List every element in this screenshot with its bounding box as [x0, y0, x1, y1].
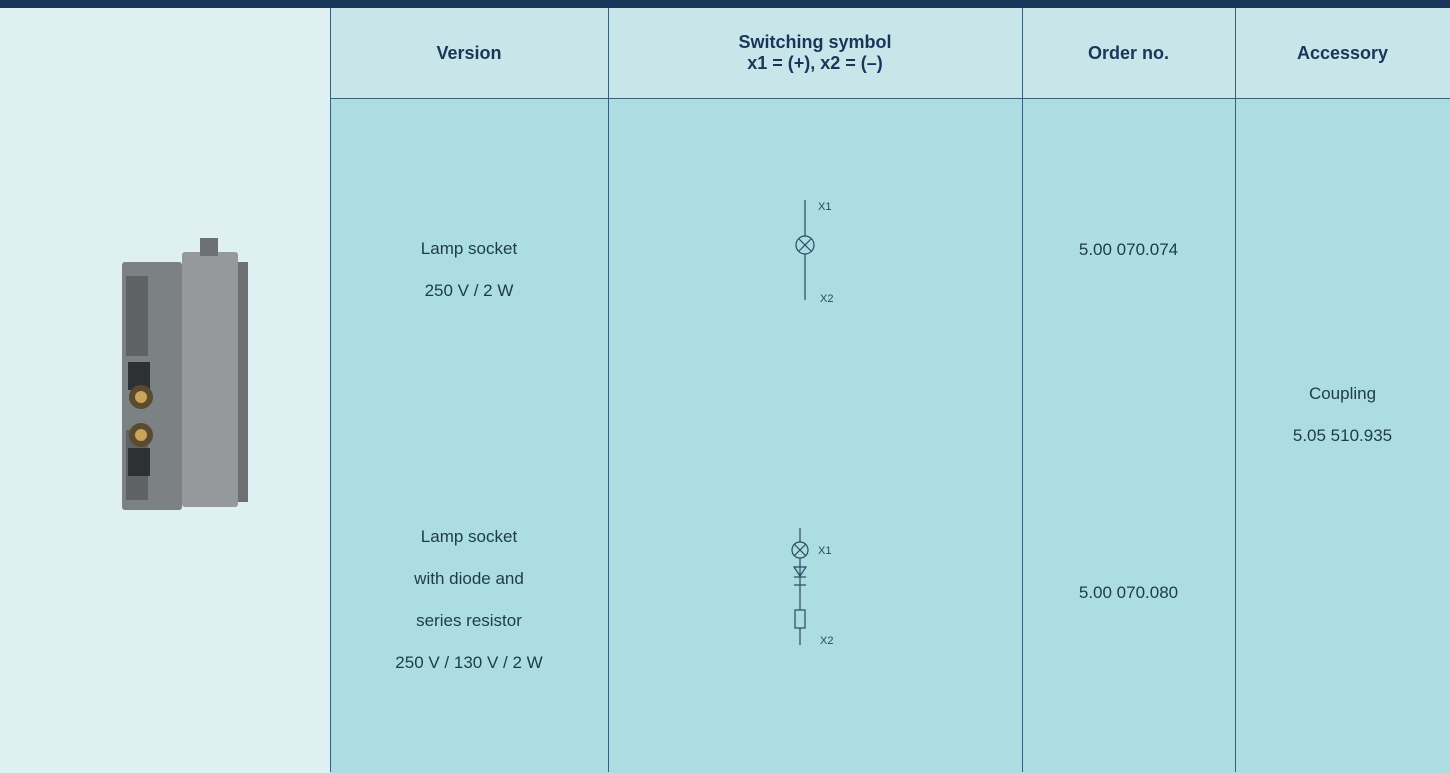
header-row [330, 8, 1450, 98]
header-cell: Accessory [1235, 8, 1450, 98]
table-body [330, 98, 1450, 773]
header-cell: Order no. [1022, 8, 1235, 98]
header-cell: Switching symbol x1 = (+), x2 = (–) [608, 8, 1022, 98]
symbol-label: X2 [820, 293, 833, 305]
col-divider [330, 8, 331, 772]
accessory-cell: Coupling 5.05 510.935 [1235, 370, 1450, 460]
accessory-line: Coupling [1308, 384, 1377, 403]
header-title: Accessory [1296, 42, 1389, 63]
version-line: 250 V / 130 V / 2 W [395, 653, 543, 672]
version-cell: Lamp socket with diode and series resist… [330, 500, 608, 700]
symbol-lamp-diode [791, 528, 809, 645]
version-line: 250 V / 2 W [424, 281, 514, 300]
header-title: Version [436, 42, 502, 63]
col-divider [1235, 8, 1236, 772]
header-title: Switching symbol [738, 32, 892, 52]
symbol-label: X1 [818, 201, 831, 213]
header-cell: Version [330, 8, 608, 98]
order-no: 5.00 070.074 [1078, 240, 1179, 259]
symbol-label: X2 [820, 635, 833, 647]
col-divider [1022, 8, 1023, 772]
version-line: Lamp socket [420, 239, 518, 258]
order-cell: 5.00 070.080 [1022, 573, 1235, 613]
order-cell: 5.00 070.074 [1022, 230, 1235, 270]
accessory-line: 5.05 510.935 [1292, 426, 1393, 445]
order-no: 5.00 070.080 [1078, 583, 1179, 602]
version-line: Lamp socket [420, 527, 518, 546]
col-divider [608, 8, 609, 772]
version-cell: Lamp socket 250 V / 2 W [330, 190, 608, 350]
version-line: with diode and [414, 569, 524, 588]
header-title: Order no. [1087, 42, 1169, 63]
top-bar [0, 0, 1450, 8]
product-image [122, 238, 248, 510]
version-line: series resistor [416, 611, 522, 630]
symbol-label: X1 [818, 545, 831, 557]
header-subtitle: x1 = (+), x2 = (–) [747, 53, 883, 73]
symbol-lamp [795, 200, 815, 300]
